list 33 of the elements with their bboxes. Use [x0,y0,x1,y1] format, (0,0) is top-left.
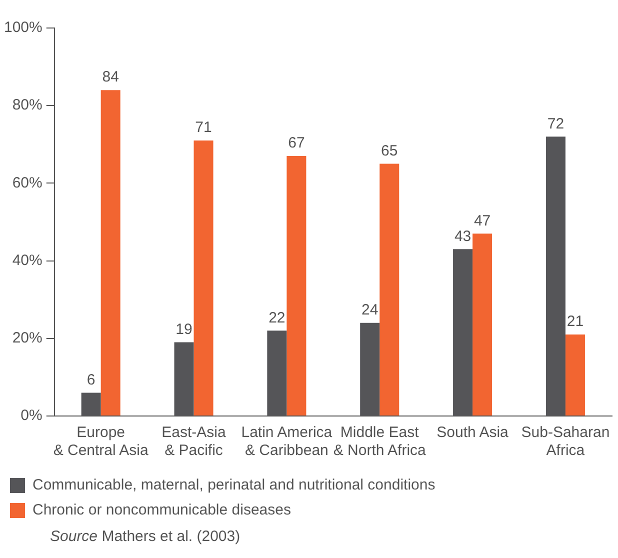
data-label: 21 [566,313,584,330]
data-label: 84 [102,68,119,86]
y-tick-label: 80% [12,96,42,114]
legend-label: Chronic or noncommunicable diseases [32,502,291,519]
data-label: 71 [195,119,212,136]
legend-label: Communicable, maternal, perinatal and nutritional conditions [32,476,436,494]
x-tick-label: Sub-Saharan Africa [521,424,610,460]
data-label: 22 [268,309,286,326]
x-tick-label: Latin America & Caribbean [241,424,333,460]
source-note: Source Mathers et al. (2003) [50,528,240,545]
data-label: 19 [176,320,192,338]
data-label: 65 [381,142,398,160]
data-label: 72 [547,115,564,132]
y-tick-label: 100% [4,19,42,36]
data-label: 67 [288,134,305,152]
data-label: 24 [362,302,378,319]
bar [286,156,306,416]
bar [194,140,214,416]
data-label: 43 [454,228,472,245]
bar [565,334,585,416]
x-tick-label: Europe & Central Asia [53,424,150,460]
y-tick-label: 20% [12,330,42,347]
bar [380,164,400,416]
y-tick-label: 40% [12,252,42,269]
y-tick-label: 0% [20,407,42,424]
x-tick-label: East-Asia & Pacific [162,424,226,460]
data-label: 47 [474,212,491,230]
bar [472,234,492,416]
bar [100,90,120,416]
y-tick-label: 60% [12,174,42,192]
x-tick-label: Middle East & North Africa [333,424,427,460]
data-label: 6 [86,371,96,388]
x-tick-label: South Asia [436,424,510,442]
